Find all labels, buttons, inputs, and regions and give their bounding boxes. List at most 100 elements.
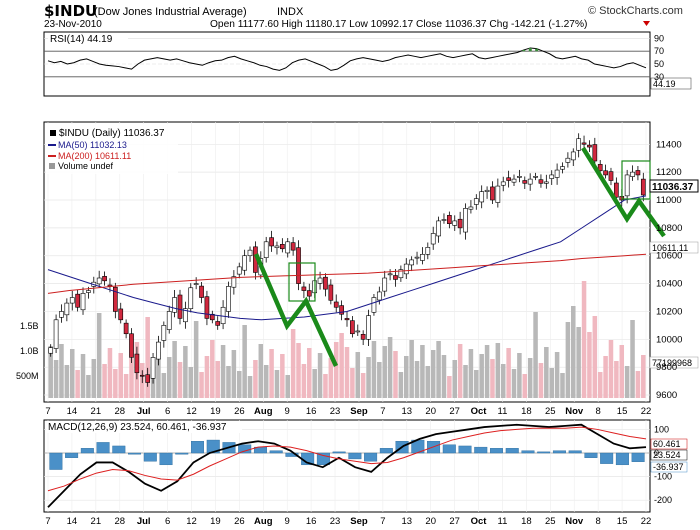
macd-x-tick-label: 23 bbox=[330, 516, 341, 527]
candle-body bbox=[134, 353, 140, 374]
price-gridlines bbox=[44, 122, 650, 402]
volume-bar bbox=[53, 360, 59, 398]
symbol-title: $INDU bbox=[44, 2, 97, 20]
price-x-tick-label: 25 bbox=[545, 406, 556, 417]
volume-bar bbox=[59, 344, 64, 398]
volume-bar bbox=[344, 347, 350, 398]
volume-bar bbox=[382, 346, 387, 398]
macd-lines bbox=[47, 423, 647, 508]
volume-bar bbox=[420, 345, 425, 398]
price-tick-label: 10600 bbox=[656, 251, 682, 262]
macd-x-tick-label: 19 bbox=[210, 516, 221, 527]
volume-bar bbox=[414, 361, 420, 398]
candle-body bbox=[150, 357, 156, 379]
volume-bar bbox=[592, 316, 598, 398]
candle-body bbox=[398, 269, 404, 279]
macd-tick-label: 0 bbox=[654, 448, 659, 458]
price-legend-bg bbox=[46, 124, 178, 174]
volume-bar bbox=[317, 353, 323, 398]
price-panel bbox=[43, 121, 651, 403]
ma200-legend: MA(200) 10611.11 bbox=[58, 151, 131, 161]
volume-bar bbox=[452, 360, 458, 398]
volume-bar bbox=[226, 366, 231, 398]
volume-bar bbox=[447, 376, 452, 398]
volume-bar bbox=[64, 365, 70, 398]
candle-body bbox=[231, 276, 237, 288]
volume-label-1-0b: 1.0B bbox=[20, 346, 39, 356]
candle-body bbox=[296, 247, 301, 284]
volume-bar bbox=[511, 369, 517, 398]
rsi-line bbox=[47, 47, 647, 71]
macd-gridlines bbox=[44, 420, 650, 512]
volume-bar bbox=[517, 353, 522, 398]
macd-histogram-bar bbox=[128, 452, 142, 455]
candle-body bbox=[64, 302, 70, 316]
volume-bar bbox=[500, 364, 506, 398]
macd-histogram-bar bbox=[458, 445, 472, 454]
candle-body bbox=[209, 313, 215, 321]
volume-bar bbox=[484, 345, 490, 398]
macd-x-tick-label: 27 bbox=[449, 516, 460, 527]
macd-x-tick-label: 28 bbox=[114, 516, 125, 527]
candle-body bbox=[301, 286, 307, 291]
price-x-tick-label: 14 bbox=[67, 406, 78, 417]
volume-bar bbox=[145, 317, 150, 398]
candle-body bbox=[86, 290, 91, 293]
ma200-line bbox=[47, 253, 647, 294]
volume-bar bbox=[474, 370, 479, 398]
macd-histogram-bar bbox=[269, 450, 283, 454]
down-arrow-icon bbox=[643, 21, 650, 26]
macd-histogram-bar bbox=[600, 452, 614, 464]
candle-body bbox=[172, 297, 177, 313]
volume-bar bbox=[242, 325, 247, 398]
ohlc-summary: Open 11177.60 High 11180.17 Low 10992.17… bbox=[210, 19, 587, 30]
macd-title-text: MACD(12,26,9) 23.524, 60.461, -36.937 bbox=[48, 422, 227, 433]
macd-histogram-bar bbox=[143, 452, 157, 462]
price-tick-label: 11400 bbox=[656, 139, 682, 150]
volume-bar bbox=[280, 354, 285, 398]
macd-x-tick-label: Nov bbox=[565, 516, 584, 527]
macd-x-tick-label: 12 bbox=[186, 516, 197, 527]
macd-tick-label: -100 bbox=[654, 472, 672, 482]
signal-line bbox=[47, 426, 647, 492]
candle-body bbox=[242, 255, 247, 271]
candle-body bbox=[403, 263, 409, 275]
volume-bar bbox=[333, 342, 339, 398]
candle-body bbox=[48, 347, 54, 354]
price-x-tick-label: 11 bbox=[498, 406, 508, 417]
price-tick-label: 10200 bbox=[656, 306, 682, 317]
volume-bar bbox=[220, 345, 226, 398]
volume-bar bbox=[479, 354, 484, 398]
candle-body bbox=[511, 178, 517, 183]
macd-tick-label: 100 bbox=[654, 424, 669, 434]
volume-bar bbox=[296, 343, 301, 398]
candle-body bbox=[447, 215, 452, 224]
candle-body bbox=[166, 311, 172, 330]
macd-histogram-bar bbox=[159, 452, 173, 466]
histogram-value-box bbox=[650, 461, 688, 473]
macd-histogram-bar bbox=[112, 445, 126, 454]
candle-body bbox=[387, 273, 393, 276]
candle-body bbox=[587, 144, 592, 148]
price-x-tick-label: 21 bbox=[91, 406, 102, 417]
macd-histogram-bar bbox=[505, 448, 519, 454]
candle-body bbox=[112, 286, 118, 312]
volume-bar bbox=[576, 327, 581, 398]
rsi-tick-label: 30 bbox=[654, 72, 664, 82]
macd-x-tick-label: 21 bbox=[91, 516, 102, 527]
volume-bar bbox=[533, 312, 538, 398]
volume-bar bbox=[253, 360, 258, 398]
price-x-tick-label: 8 bbox=[596, 406, 601, 417]
candle-body bbox=[581, 142, 587, 145]
volume-bar bbox=[91, 359, 97, 398]
price-legend-title: $INDU (Daily) 11036.37 bbox=[59, 128, 165, 139]
volume-bar bbox=[48, 346, 53, 398]
volume-value-label: 77199968 bbox=[652, 358, 692, 368]
candle-body bbox=[59, 311, 64, 318]
macd-histogram-bar bbox=[348, 452, 362, 460]
volume-bar bbox=[307, 348, 312, 398]
candle-body bbox=[156, 341, 161, 360]
volume-legend-swatch bbox=[49, 163, 55, 169]
rsi-series-line bbox=[47, 47, 647, 71]
